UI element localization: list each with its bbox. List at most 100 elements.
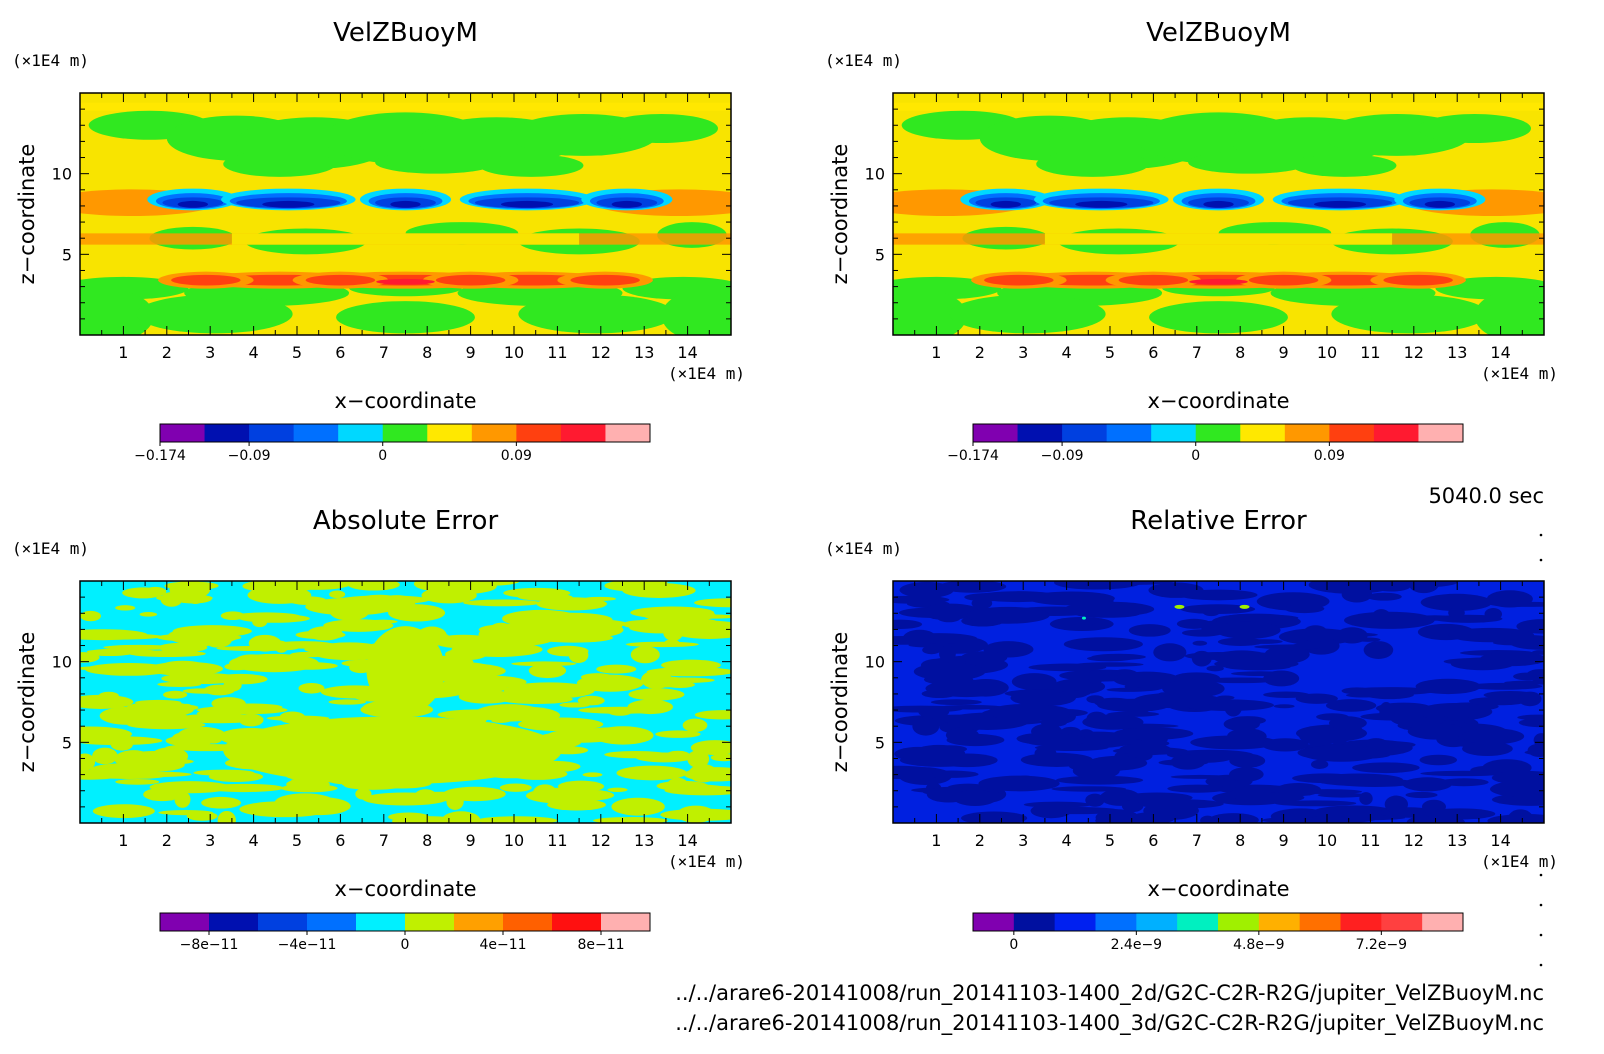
contour-field [80,93,731,335]
contour-blob [1092,581,1175,585]
x-tick-label: 14 [677,831,697,850]
x-tick-label: 8 [422,831,432,850]
y-tick-label: 5 [875,733,885,752]
contour-blob [611,200,643,208]
contour-blob [286,778,330,791]
x-tick-label: 13 [634,831,654,850]
contour-blob [446,793,464,810]
colorbar-label: 0 [1009,937,1018,953]
top-band [893,102,1544,111]
contour-blob [1491,770,1544,785]
chart-panel-2: VelZBuoyM(×1E4 m)1 2 3 4 5 6 7 8 9 10 11 12 13 14510(… [825,18,1558,464]
x-tick-label: 5 [1105,831,1115,850]
contour-blob [1208,813,1259,823]
colorbar-swatch [1017,424,1063,442]
contour-blob [1057,690,1088,699]
contour-blob [1036,151,1150,177]
x-tick-label: 13 [1447,831,1467,850]
y-axis-label: z−coordinate [15,632,39,773]
colorbar-label: 4.8e−9 [1233,937,1285,953]
contour-blob [457,581,520,586]
contour-blob [1383,274,1453,286]
contour-blob [1011,673,1057,691]
contour-blob [161,672,242,685]
contour-blob [1334,815,1406,821]
contour-blob [1518,718,1544,728]
colorbar: −8e−11 −4e−11 0 4e−11 8e−11 [159,912,651,953]
contour-field [80,581,731,823]
marker-dot [1539,873,1543,877]
contour-blob [978,775,1060,792]
x-axis-label: x−coordinate [334,877,476,901]
x-tick-label: 11 [1360,831,1380,850]
contour-blob [893,619,923,630]
contour-blob [665,750,691,761]
contour-blob [661,289,731,335]
contour-blob [500,200,554,208]
contour-blob [239,801,331,818]
colorbar-swatch [1329,424,1375,442]
colorbar-label: −0.09 [228,448,271,464]
contour-blob [114,750,153,769]
contour-blob [110,738,133,751]
y-unit-label: (×1E4 m) [825,51,902,70]
contour-blob [1170,774,1231,779]
contour-blob [710,753,731,762]
chart-title: VelZBuoyM [1146,18,1291,48]
colorbar-label: 8e−11 [577,937,624,953]
contour-blob [103,644,175,650]
contour-blob [493,642,514,648]
contour-blob [165,735,215,747]
contour-blob [1034,744,1109,751]
contour-blob [441,686,489,696]
contour-blob [617,584,639,590]
x-axis-label: x−coordinate [1147,389,1289,413]
colorbar-swatch [1418,424,1464,442]
contour-blob [262,200,315,208]
contour-blob [1474,289,1544,335]
colorbar-swatch [1258,913,1301,931]
contour-blob [330,605,369,621]
contour-blob [376,278,435,285]
contour-blob [1462,728,1525,745]
x-tick-label: 8 [422,343,432,362]
chart-title: VelZBuoyM [333,18,478,48]
contour-blob [1167,784,1228,793]
contour-blob [1292,773,1359,784]
contour-blob [476,816,558,823]
contour-blob [939,645,956,663]
x-tick-label: 6 [335,831,345,850]
x-tick-label: 11 [547,343,567,362]
x-tick-label: 5 [292,831,302,850]
x-tick-label: 10 [1317,831,1337,850]
contour-blob [1052,617,1096,627]
contour-blob [571,799,589,810]
contour-blob [160,592,183,607]
contour-field [893,581,1544,823]
contour-blob [329,590,346,599]
contour-blob [582,772,603,778]
contour-blob [1368,615,1400,623]
contour-blob [1068,759,1130,773]
marker-dot [1539,963,1543,967]
contour-blob [1420,593,1493,612]
contour-blob [984,274,1054,286]
contour-blob [1176,753,1232,763]
colorbar-swatch [160,424,206,442]
contour-blob [669,620,731,639]
contour-blob [607,708,632,716]
x-tick-label: 10 [504,343,524,362]
contour-blob [463,599,541,607]
contour-blob [1234,792,1305,803]
y-tick-label: 10 [865,165,885,184]
contour-blob [1438,778,1489,787]
contour-blob [499,694,573,705]
x-tick-label: 7 [379,343,389,362]
contour-blob [193,769,255,776]
contour-blob [893,705,963,713]
contour-blob [1490,780,1544,797]
contour-blob [1508,809,1533,823]
contour-blob [627,699,674,715]
contour-blob [1223,717,1260,731]
x-tick-label: 13 [634,343,654,362]
